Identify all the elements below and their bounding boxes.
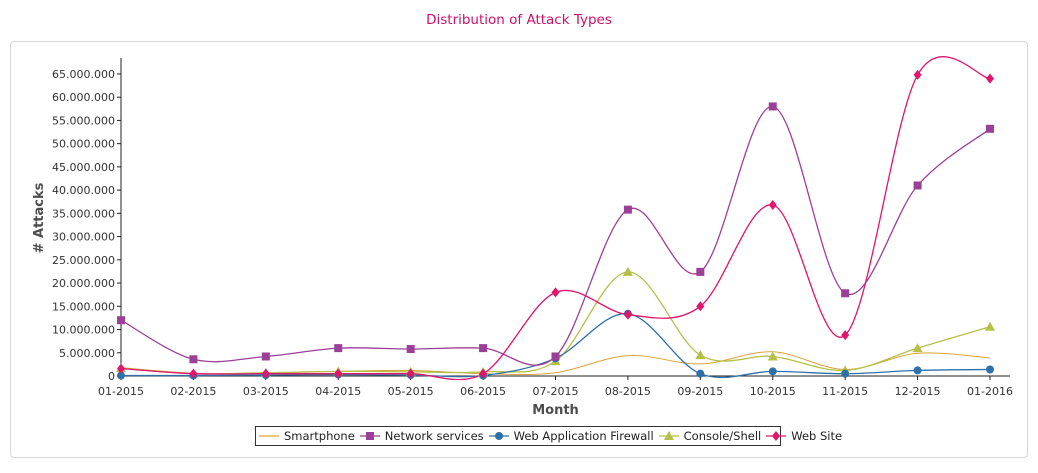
x-tick-label: 12-2015: [895, 385, 941, 398]
y-tick-label: 15.000.000: [52, 300, 115, 313]
legend-swatch-web-site: [766, 431, 787, 441]
data-point-network-services: [334, 344, 343, 353]
legend-item-smartphone[interactable]: Smartphone: [258, 429, 355, 443]
legend-label: Console/Shell: [683, 429, 762, 443]
x-tick-label: 01-2015: [98, 385, 144, 398]
y-tick-label: 30.000.000: [52, 231, 115, 244]
data-point-console-shell: [912, 343, 923, 353]
x-tick-label: 07-2015: [533, 385, 579, 398]
legend-swatch-web-application-firewall: [488, 432, 509, 440]
data-point-web-application-firewall: [986, 365, 994, 374]
data-point-web-site: [189, 368, 198, 379]
data-point-web-site: [768, 199, 777, 210]
y-tick-label: 55.000.000: [52, 114, 115, 127]
series-markers: [116, 69, 995, 380]
y-tick-label: 25.000.000: [52, 254, 115, 267]
data-point-network-services: [261, 352, 270, 361]
x-tick-label: 06-2015: [460, 385, 506, 398]
legend-item-web-application-firewall[interactable]: Web Application Firewall: [488, 429, 654, 443]
x-tick-label: 08-2015: [605, 385, 651, 398]
y-tick-label: 65.000.000: [52, 68, 115, 81]
data-point-web-site: [913, 69, 922, 80]
legend-marker-console-shell: [663, 431, 674, 440]
data-point-web-site: [986, 73, 994, 84]
x-tick-label: 03-2015: [243, 385, 289, 398]
data-point-web-application-firewall: [768, 367, 777, 376]
data-point-web-site: [117, 363, 125, 374]
data-point-console-shell: [985, 321, 995, 331]
data-point-web-site: [334, 368, 343, 379]
legend-swatch-console-shell: [658, 431, 679, 440]
data-point-network-services: [117, 316, 125, 325]
data-point-console-shell: [767, 351, 778, 361]
y-tick-label: 40.000.000: [52, 184, 115, 197]
chart-panel: [10, 41, 1028, 458]
data-point-web-site: [551, 287, 560, 298]
x-tick-label: 04-2015: [315, 385, 361, 398]
chart-title: Distribution of Attack Types: [426, 12, 612, 28]
data-point-network-services: [406, 345, 415, 354]
y-tick-label: 50.000.000: [52, 138, 115, 151]
y-tick-label: 5.000.000: [59, 347, 115, 360]
data-point-web-application-firewall: [841, 369, 850, 378]
series-lines: [120, 56, 991, 380]
legend-marker-network-services: [365, 432, 374, 440]
y-tick-label: 45.000.000: [52, 161, 115, 174]
legend-marker-web-site: [772, 431, 781, 441]
data-point-network-services: [768, 102, 777, 111]
y-tick-label: 0: [108, 370, 115, 383]
series-line-web-site: [120, 56, 991, 380]
data-point-web-site: [406, 368, 415, 379]
data-point-network-services: [986, 124, 994, 133]
y-tick-label: 35.000.000: [52, 207, 115, 220]
y-axis-title: # Attacks: [32, 182, 47, 253]
x-tick-label: 11-2015: [822, 385, 868, 398]
y-tick-label: 10.000.000: [52, 324, 115, 337]
data-point-network-services: [189, 355, 198, 364]
chart-legend: Smartphone Network services Web Applicatio…: [255, 426, 842, 446]
data-point-web-site: [261, 368, 270, 379]
data-point-web-application-firewall: [913, 366, 922, 375]
legend-label: Smartphone: [284, 429, 355, 443]
data-point-console-shell: [622, 266, 633, 276]
legend-label: Network services: [384, 429, 484, 443]
data-point-network-services: [551, 352, 560, 361]
legend-item-web-site[interactable]: Web Site: [765, 429, 842, 443]
data-point-web-application-firewall: [117, 371, 125, 380]
legend-marker-web-application-firewall: [494, 432, 503, 440]
data-point-network-services: [623, 205, 632, 214]
series-line-network-services: [120, 105, 991, 366]
y-tick-label: 60.000.000: [52, 91, 115, 104]
x-tick-label: 05-2015: [388, 385, 434, 398]
data-point-web-site: [623, 309, 632, 320]
legend-swatch-smartphone: [259, 435, 279, 437]
data-point-console-shell: [695, 350, 706, 360]
data-point-network-services: [479, 344, 488, 353]
y-tick-label: 20.000.000: [52, 277, 115, 290]
data-point-web-site: [696, 301, 705, 312]
x-tick-label: 09-2015: [677, 385, 723, 398]
x-tick-label: 02-2015: [170, 385, 216, 398]
legend-label: Web Site: [791, 429, 843, 443]
data-point-web-site: [479, 368, 488, 379]
x-tick-label: 10-2015: [750, 385, 796, 398]
legend-label: Web Application Firewall: [513, 429, 654, 443]
x-tick-label: 01-2016: [967, 385, 1013, 398]
axes-group: 0 5.000.000 10.000.000 15.000.000 20.000.000…: [32, 58, 1013, 418]
data-point-network-services: [696, 267, 705, 276]
data-point-web-application-firewall: [696, 369, 705, 378]
legend-swatch-network-services: [359, 432, 380, 440]
legend-item-console-shell[interactable]: Console/Shell: [658, 429, 762, 443]
x-axis-title: Month: [532, 403, 579, 418]
data-point-network-services: [841, 289, 850, 298]
data-point-web-site: [841, 330, 850, 341]
legend-item-network-services[interactable]: Network services: [359, 429, 484, 443]
data-point-network-services: [913, 181, 922, 190]
